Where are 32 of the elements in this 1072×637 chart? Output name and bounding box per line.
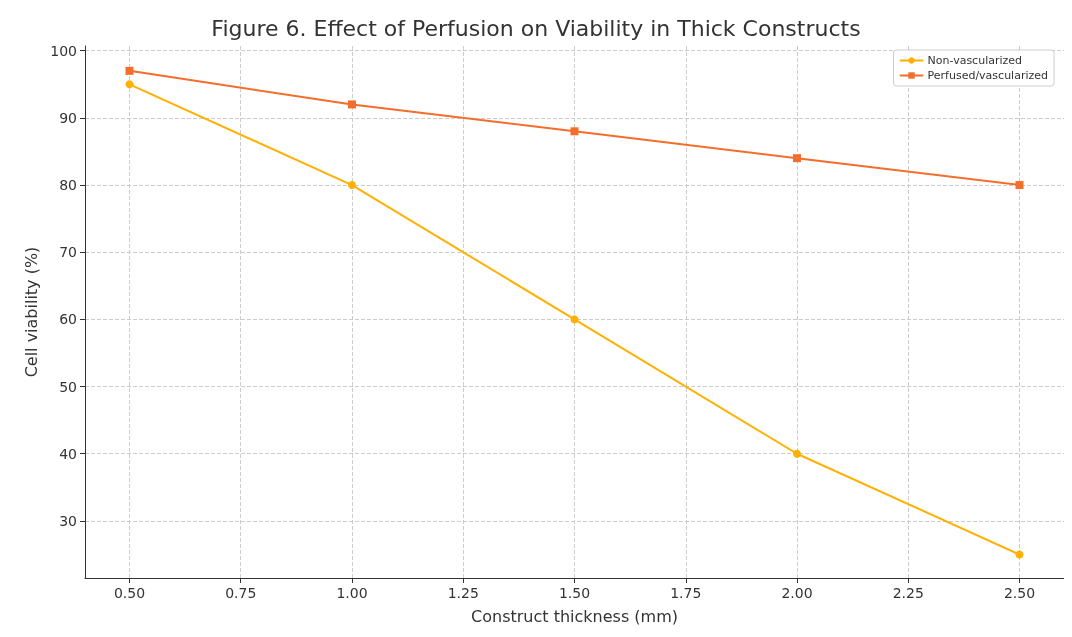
y-axis-title: Cell viability (%)	[21, 246, 41, 378]
x-tick-label: 1.00	[336, 585, 368, 601]
x-axis-title: Construct thickness (mm)	[471, 606, 678, 626]
x-tick-label: 0.75	[225, 585, 257, 601]
point	[570, 315, 579, 324]
point	[125, 80, 134, 89]
point	[793, 154, 801, 163]
point	[1015, 181, 1024, 190]
legend-label: Non-vascularized	[927, 54, 1023, 67]
y-tick-label: 60	[59, 311, 77, 328]
y-tick-label: 70	[59, 244, 77, 261]
y-tick-label: 90	[59, 109, 77, 126]
y-tick-label: 50	[59, 378, 77, 395]
x-tick-label: 1.25	[447, 585, 479, 601]
x-tick-label: 0.50	[113, 585, 146, 601]
x-tick-label: 1.75	[670, 585, 702, 601]
x-tick-label: 2.00	[781, 585, 813, 601]
legend-label: Perfused/vascularized	[927, 69, 1049, 82]
point	[348, 100, 356, 109]
y-tick-label: 40	[59, 445, 77, 462]
x-tick-label: 1.50	[558, 585, 591, 601]
point	[793, 449, 801, 458]
x-tick-label: 2.50	[1003, 585, 1036, 601]
x-tick-label: 2.25	[892, 585, 924, 601]
point	[348, 181, 356, 190]
y-tick-label: 30	[59, 512, 77, 529]
point	[125, 66, 134, 75]
y-tick-label: 100	[50, 42, 77, 59]
point	[570, 127, 579, 136]
y-tick-label: 80	[59, 177, 77, 194]
chart-title: Figure 6. Effect of Perfusion on Viability in Thick Constructs	[211, 15, 861, 41]
point	[1015, 550, 1024, 559]
